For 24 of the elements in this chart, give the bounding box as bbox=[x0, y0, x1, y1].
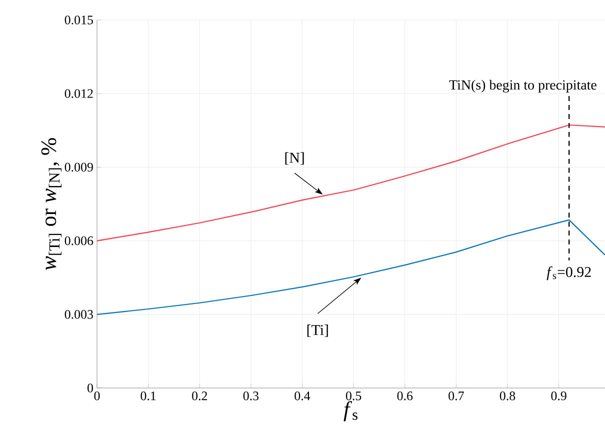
annotation: f$_{s}$=0.92 bbox=[546, 266, 591, 280]
x-tick-label: 0.7 bbox=[448, 392, 464, 400]
x-tick-label: 0 bbox=[94, 392, 100, 400]
text: [N] bbox=[285, 152, 304, 165]
x-tick-label: 0.5 bbox=[346, 392, 362, 400]
y-tick-label: 0.006 bbox=[64, 236, 94, 246]
x-tick-label: 0.9 bbox=[551, 392, 566, 400]
x-axis-title: f$_{s}$ bbox=[344, 401, 358, 422]
x-tick-label: 0.4 bbox=[294, 392, 310, 400]
y-tick-label: 0.012 bbox=[64, 89, 93, 98]
y-tick-label: 0.003 bbox=[64, 310, 93, 319]
x-tick-label: 0.3 bbox=[243, 392, 259, 400]
x-tick-label: 0.6 bbox=[397, 392, 413, 400]
ref-line-label: TiN(s) begin to precipitate bbox=[449, 80, 596, 93]
y-tick-label: 0 bbox=[88, 384, 93, 392]
text: [Ti] bbox=[307, 324, 328, 337]
x-tick-label: 0.2 bbox=[192, 392, 208, 400]
y-tick-label: 0.009 bbox=[64, 162, 93, 172]
y-tick-label: 0.015 bbox=[64, 16, 93, 24]
x-tick-label: 0.8 bbox=[500, 392, 516, 400]
line-series bbox=[96, 219, 605, 315]
y-axis-title: w$_{[Ti]}$ or w$_{[N]}$, % bbox=[41, 138, 62, 270]
line-series bbox=[96, 124, 605, 242]
x-tick-label: 0.1 bbox=[140, 392, 156, 400]
